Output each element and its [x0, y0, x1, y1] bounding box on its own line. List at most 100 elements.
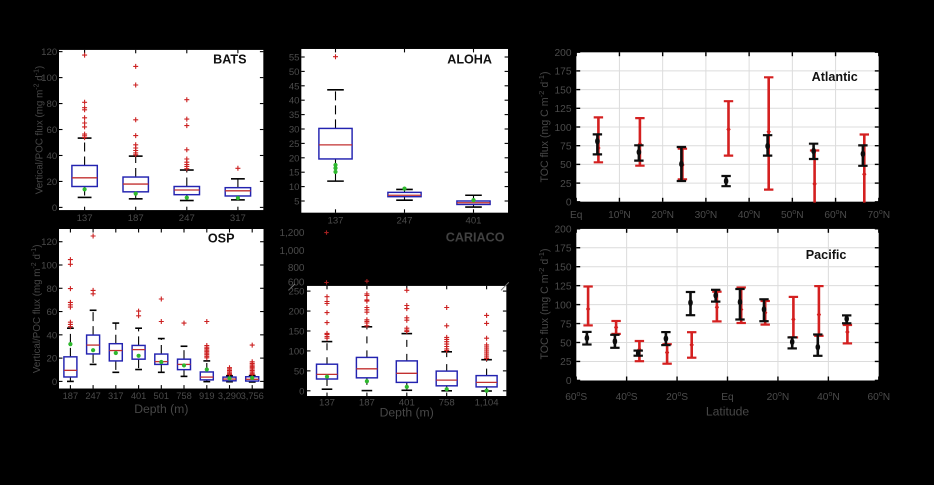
svg-text:20oS: 20oS	[666, 391, 688, 403]
svg-text:317: 317	[108, 391, 124, 401]
svg-text:120: 120	[41, 237, 57, 248]
svg-text:BATS: BATS	[213, 53, 246, 67]
svg-text:758: 758	[439, 398, 455, 409]
svg-text:40oN: 40oN	[817, 391, 840, 403]
svg-text:40oN: 40oN	[738, 209, 761, 221]
svg-text:20: 20	[289, 153, 300, 164]
svg-text:187: 187	[63, 391, 79, 401]
svg-text:CARIACO: CARIACO	[446, 231, 505, 245]
svg-text:Eq: Eq	[721, 392, 734, 403]
svg-text:1,000: 1,000	[279, 246, 304, 257]
svg-text:1,104: 1,104	[475, 398, 500, 409]
svg-text:Vertical/POC flux (mg m-2 d-1): Vertical/POC flux (mg m-2 d-1)	[34, 66, 46, 195]
svg-text:45: 45	[289, 81, 300, 92]
svg-text:125: 125	[555, 281, 572, 292]
svg-text:50oN: 50oN	[781, 209, 804, 221]
svg-text:70oN: 70oN	[868, 209, 891, 221]
svg-text:120: 120	[41, 47, 57, 58]
svg-text:Vertical/POC flux (mg m-2 d-1): Vertical/POC flux (mg m-2 d-1)	[31, 245, 43, 374]
svg-text:TOC flux (mg C m-2 d-1): TOC flux (mg C m-2 d-1)	[537, 248, 551, 359]
svg-text:Depth (m): Depth (m)	[134, 402, 188, 416]
svg-text:30: 30	[289, 125, 300, 136]
svg-text:OSP: OSP	[208, 232, 235, 246]
svg-text:40oS: 40oS	[616, 391, 638, 403]
svg-text:40: 40	[47, 330, 58, 341]
svg-text:60oS: 60oS	[565, 391, 587, 403]
svg-text:60: 60	[47, 125, 58, 136]
svg-text:100: 100	[555, 300, 572, 311]
svg-text:5: 5	[294, 197, 299, 208]
svg-text:60oN: 60oN	[824, 209, 847, 221]
svg-text:1,200: 1,200	[279, 228, 304, 239]
svg-text:247: 247	[179, 213, 195, 224]
svg-text:75: 75	[560, 142, 572, 153]
svg-text:200: 200	[555, 225, 572, 236]
svg-text:401: 401	[131, 391, 147, 401]
svg-text:401: 401	[465, 215, 481, 226]
svg-text:50: 50	[560, 160, 572, 171]
svg-text:50: 50	[294, 366, 305, 377]
svg-text:3,756: 3,756	[241, 391, 264, 401]
svg-text:80: 80	[47, 99, 58, 110]
svg-text:40: 40	[47, 151, 58, 162]
svg-text:60oN: 60oN	[868, 391, 891, 403]
svg-text:25: 25	[289, 139, 300, 150]
svg-text:150: 150	[555, 263, 572, 274]
svg-text:0: 0	[52, 203, 57, 214]
svg-text:50: 50	[289, 67, 300, 78]
svg-text:200: 200	[288, 307, 304, 318]
svg-text:401: 401	[399, 398, 415, 409]
svg-text:25: 25	[560, 357, 572, 368]
svg-text:55: 55	[289, 53, 300, 64]
svg-text:187: 187	[359, 398, 375, 409]
svg-text:600: 600	[288, 278, 305, 289]
svg-text:758: 758	[176, 391, 192, 401]
svg-text:0: 0	[52, 377, 57, 388]
svg-text:TOC flux (mg C m-2 d-1): TOC flux (mg C m-2 d-1)	[537, 71, 551, 182]
svg-text:175: 175	[555, 67, 572, 78]
svg-text:150: 150	[288, 327, 304, 338]
svg-text:40: 40	[289, 96, 300, 107]
svg-text:137: 137	[77, 213, 93, 224]
svg-text:20oN: 20oN	[651, 209, 674, 221]
svg-text:100: 100	[555, 123, 572, 134]
svg-text:Atlantic: Atlantic	[812, 70, 858, 84]
svg-text:80: 80	[47, 284, 58, 295]
svg-text:35: 35	[289, 110, 300, 121]
svg-text:10oN: 10oN	[608, 209, 631, 221]
svg-text:15: 15	[289, 168, 300, 179]
svg-text:919: 919	[199, 391, 215, 401]
svg-text:25: 25	[560, 179, 572, 190]
svg-text:137: 137	[319, 398, 335, 409]
svg-text:200: 200	[555, 48, 572, 59]
svg-text:317: 317	[230, 213, 246, 224]
svg-text:501: 501	[154, 391, 170, 401]
svg-text:50: 50	[560, 338, 572, 349]
svg-text:150: 150	[555, 85, 572, 96]
svg-text:125: 125	[555, 104, 572, 115]
svg-text:Eq: Eq	[570, 210, 583, 221]
svg-text:20oN: 20oN	[767, 391, 790, 403]
svg-text:247: 247	[396, 215, 412, 226]
svg-text:137: 137	[327, 215, 343, 226]
svg-text:ALOHA: ALOHA	[447, 53, 492, 67]
svg-text:Pacific: Pacific	[806, 248, 847, 262]
svg-text:75: 75	[560, 319, 572, 330]
svg-text:0: 0	[566, 198, 572, 209]
svg-text:800: 800	[288, 263, 305, 274]
svg-text:20: 20	[47, 177, 58, 188]
svg-text:100: 100	[41, 261, 57, 272]
svg-text:Depth (m): Depth (m)	[380, 406, 434, 420]
svg-text:30oN: 30oN	[695, 209, 718, 221]
svg-text:10: 10	[289, 182, 300, 193]
svg-text:247: 247	[85, 391, 101, 401]
svg-text:100: 100	[288, 346, 304, 357]
svg-text:0: 0	[566, 376, 572, 387]
svg-text:60: 60	[47, 307, 58, 318]
svg-text:Latitude: Latitude	[706, 405, 750, 419]
svg-text:3,290: 3,290	[218, 391, 241, 401]
svg-text:175: 175	[555, 244, 572, 255]
svg-text:0: 0	[299, 386, 304, 397]
svg-text:187: 187	[128, 213, 144, 224]
svg-text:100: 100	[41, 73, 57, 84]
